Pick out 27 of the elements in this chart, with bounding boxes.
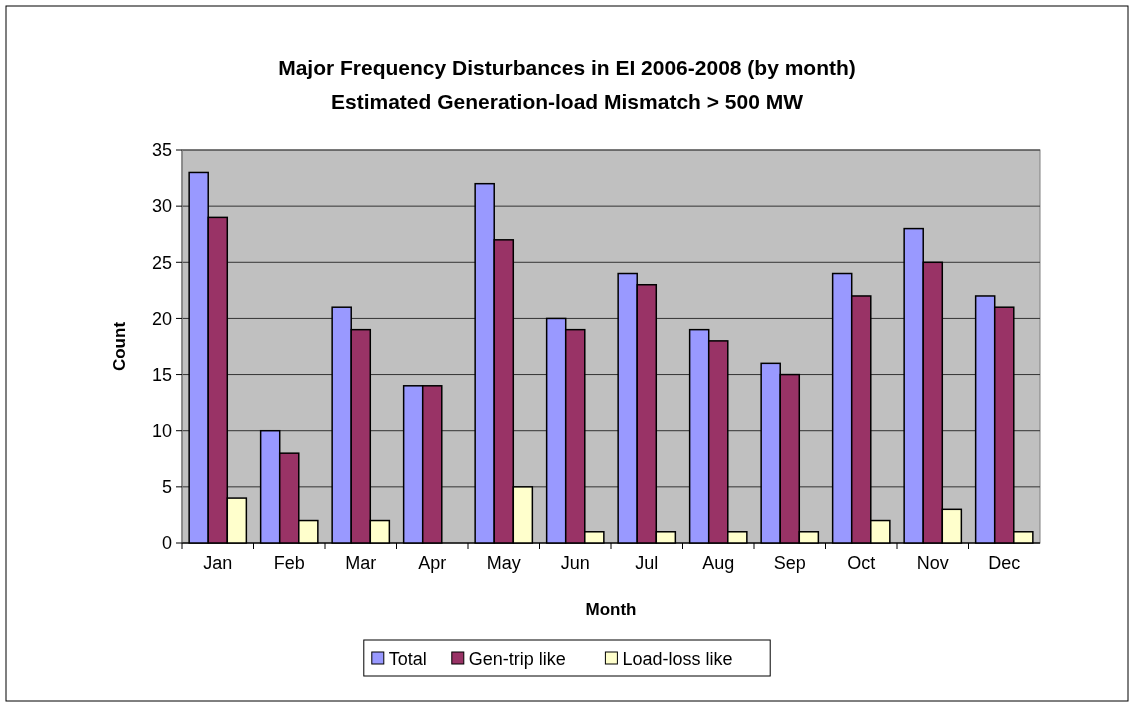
- x-tick-label: Mar: [345, 553, 377, 573]
- y-axis-title: Count: [110, 321, 129, 372]
- y-tick-label: 15: [151, 364, 172, 385]
- x-tick-label: Sep: [773, 553, 806, 573]
- x-tick-label: May: [486, 553, 521, 573]
- legend-label: Total: [388, 649, 427, 669]
- x-tick-label: Apr: [418, 553, 447, 573]
- y-tick-label: 0: [161, 533, 172, 554]
- legend-label: Load-loss like: [622, 649, 733, 669]
- y-tick-label: 35: [151, 140, 172, 161]
- x-tick-label: Feb: [273, 553, 305, 573]
- x-tick-label: Jun: [560, 553, 590, 573]
- x-tick-label: Nov: [916, 553, 949, 573]
- x-tick-label: Oct: [847, 553, 876, 573]
- y-tick-label: 25: [151, 252, 172, 273]
- x-tick-label: Dec: [988, 553, 1021, 573]
- y-tick-label: 5: [161, 477, 172, 498]
- y-tick-label: 10: [151, 421, 172, 442]
- y-tick-label: 30: [151, 196, 172, 217]
- x-tick-label: Jul: [635, 553, 659, 573]
- x-tick-label: Aug: [702, 553, 735, 573]
- x-axis-title: Month: [585, 600, 637, 619]
- y-tick-label: 20: [151, 308, 172, 329]
- x-tick-label: Jan: [203, 553, 233, 573]
- chart-title: Major Frequency Disturbances in EI 2006-2008 (by month): [278, 56, 856, 79]
- chart-subtitle: Estimated Generation-load Mismatch > 500 MW: [330, 90, 804, 113]
- legend-label: Gen-trip like: [468, 649, 566, 669]
